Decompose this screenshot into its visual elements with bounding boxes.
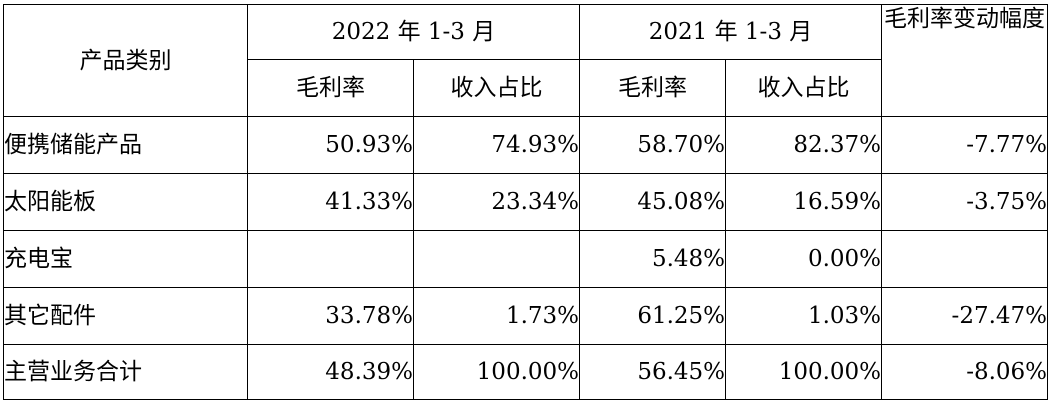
revenue-share-2021-cell: 16.59% — [725, 173, 883, 231]
revenue-share-2021-cell: 1.03% — [725, 287, 883, 345]
table-row: 其它配件 33.78% 1.73% 61.25% 1.03% -27.47% — [3, 287, 1049, 345]
revenue-share-2021-cell: 82.37% — [725, 116, 883, 174]
table-row: 充电宝 5.48% 0.00% — [3, 230, 1049, 288]
gross-margin-2022-cell: 33.78% — [247, 287, 414, 345]
header-gross-margin-2022: 毛利率 — [247, 59, 414, 117]
gross-margin-table: 产品类别 2022 年 1-3 月 2021 年 1-3 月 毛利率变动幅度 毛… — [3, 4, 1049, 400]
gross-margin-2021-cell: 45.08% — [579, 173, 727, 231]
category-cell: 其它配件 — [3, 287, 248, 345]
revenue-share-2022-cell: 1.73% — [412, 287, 581, 345]
gross-margin-2022-cell: 41.33% — [247, 173, 414, 231]
header-revenue-share-2021: 收入占比 — [725, 59, 883, 117]
header-gross-margin-2021: 毛利率 — [579, 59, 727, 117]
gross-margin-change-cell: -27.47% — [881, 287, 1049, 345]
category-cell: 便携储能产品 — [3, 116, 248, 174]
total-gross-margin-2021-cell: 56.45% — [579, 344, 727, 400]
revenue-share-2022-cell: 74.93% — [412, 116, 581, 174]
gross-margin-change-cell: -3.75% — [881, 173, 1049, 231]
gross-margin-2021-cell: 61.25% — [579, 287, 727, 345]
revenue-share-2022-cell: 23.34% — [412, 173, 581, 231]
gross-margin-change-cell — [881, 230, 1049, 288]
table-row: 便携储能产品 50.93% 74.93% 58.70% 82.37% -7.77… — [3, 116, 1049, 174]
header-period-2022: 2022 年 1-3 月 — [246, 4, 581, 60]
revenue-share-2021-cell: 0.00% — [725, 230, 883, 288]
gross-margin-2021-cell: 58.70% — [579, 116, 727, 174]
revenue-share-2022-cell — [412, 230, 581, 288]
gross-margin-2022-cell — [247, 230, 414, 288]
table-row: 太阳能板 41.33% 23.34% 45.08% 16.59% -3.75% — [3, 173, 1049, 231]
gross-margin-change-cell: -7.77% — [881, 116, 1049, 174]
header-gross-margin-change: 毛利率变动幅度 — [881, 4, 1049, 117]
total-revenue-share-2022-cell: 100.00% — [412, 344, 581, 400]
gross-margin-2022-cell: 50.93% — [247, 116, 414, 174]
gross-margin-2021-cell: 5.48% — [579, 230, 727, 288]
total-gross-margin-2022-cell: 48.39% — [247, 344, 414, 400]
header-period-2021: 2021 年 1-3 月 — [579, 4, 883, 60]
category-cell: 充电宝 — [3, 230, 248, 288]
header-revenue-share-2022: 收入占比 — [412, 59, 581, 117]
header-row-1: 产品类别 2022 年 1-3 月 2021 年 1-3 月 毛利率变动幅度 — [3, 4, 1049, 117]
total-label-cell: 主营业务合计 — [3, 344, 248, 400]
total-gross-margin-change-cell: -8.06% — [881, 344, 1049, 400]
total-revenue-share-2021-cell: 100.00% — [725, 344, 883, 400]
header-category: 产品类别 — [3, 4, 248, 117]
category-cell: 太阳能板 — [3, 173, 248, 231]
total-row: 主营业务合计 48.39% 100.00% 56.45% 100.00% -8.… — [3, 344, 1049, 400]
